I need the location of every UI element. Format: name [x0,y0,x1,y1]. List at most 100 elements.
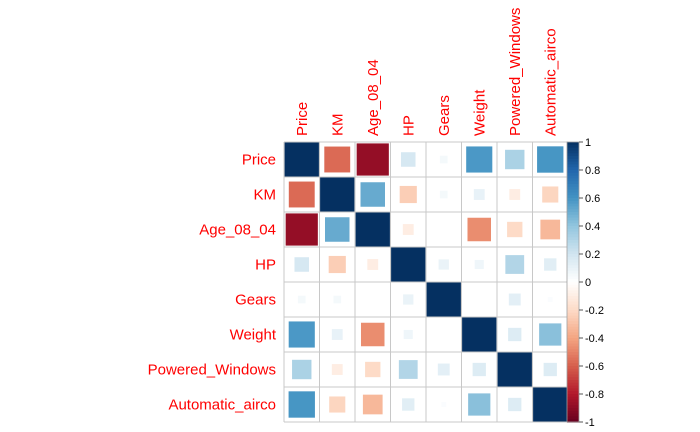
colorbar-tick-label: 0.8 [585,165,600,177]
colorbar-segment [567,357,579,361]
colorbar-segment [567,212,579,216]
cell-HP-Weight [474,259,484,270]
cell-Powered_Windows-Price [292,359,312,380]
cell-Price-HP [400,152,416,167]
cell-Gears-Automatic_airco [547,297,553,302]
cell-Powered_Windows-Weight [472,362,486,377]
colorbar-segment [567,228,579,233]
colorbar-segment [567,346,579,350]
cell-HP-Gears [438,259,449,270]
colorbar-segment [567,402,579,406]
colorbar-segment [567,186,579,191]
colorbar-segment [567,335,579,339]
cell-Gears-Powered_Windows [508,293,521,306]
cell-Price-KM [324,146,351,173]
cell-Powered_Windows-Gears [437,363,450,376]
colorbar-segment [567,251,579,255]
colorbar-segment [567,172,579,177]
colorbar-segment [567,296,579,300]
colorbar-segment [567,167,579,171]
colorbar-segment [567,366,579,370]
column-label: Powered_Windows [507,8,524,136]
colorbar-segment [567,178,579,182]
colorbar-tick-label: 0.4 [585,221,600,233]
colorbar-segment [567,161,579,165]
column-label: Weight [471,89,488,136]
cell-Price-Age_08_04 [356,143,389,176]
colorbar-segment [567,156,579,160]
colorbar-segment [567,287,579,291]
colorbar-segment [567,290,579,294]
colorbar-segment [567,380,579,384]
cell-Powered_Windows-Automatic_airco [543,362,557,377]
colorbar-segment [567,240,579,244]
colorbar-tick-label: -1 [585,417,595,429]
cell-Weight-Weight [462,317,497,352]
column-label: KM [329,114,346,137]
colorbar-segment [567,371,579,375]
cell-Weight-HP [403,329,413,340]
cell-Age_08_04-HP [402,224,414,235]
cell-HP-Price [294,257,310,272]
colorbar-segment [567,324,579,328]
cell-Powered_Windows-KM [331,364,343,375]
colorbar-segment [567,268,579,272]
colorbar-segment [567,181,579,185]
colorbar-tick-label: 0.6 [585,193,600,205]
colorbar-tick-label: -0.6 [585,361,604,373]
colorbar-tick-label: 0 [585,277,591,289]
cell-KM-KM [320,177,355,212]
row-label: Price [242,152,276,169]
colorbar-segment [567,209,579,213]
colorbar-segment [567,377,579,381]
cell-Gears-Price [297,295,306,304]
colorbar-segment [567,293,579,297]
grid-lines [283,141,569,423]
colorbar-segment [567,349,579,353]
cell-Powered_Windows-Age_08_04 [365,361,381,378]
colorbar-segment [567,340,579,345]
cell-HP-KM [328,255,346,274]
colorbar-segment [567,343,579,347]
cell-Gears-HP [403,294,414,305]
cell-Price-Weight [466,146,493,173]
cell-KM-Automatic_airco [542,186,559,203]
cell-Automatic_airco-HP [402,398,415,411]
colorbar-segment [567,391,579,395]
colorbar-segment [567,214,579,219]
row-label: Weight [230,327,277,344]
colorbar-segment [567,408,579,412]
colorbar-segment [567,352,579,356]
colorbar-segment [567,321,579,325]
colorbar-segment [567,338,579,342]
colorbar-segment [567,231,579,235]
colorbar-segment [567,394,579,398]
colorbar-segment [567,175,579,179]
colorbar-segment [567,195,579,199]
colorbar-segment [567,360,579,364]
cell-Age_08_04-Price [285,213,318,246]
colorbar-segment [567,144,579,149]
colorbar-segment [567,153,579,157]
colorbar-segment [567,354,579,359]
colorbar-segment [567,192,579,196]
colorbar-segment [567,312,579,317]
colorbar-segment [567,318,579,322]
row-label: KM [254,187,277,204]
colorbar-segment [567,206,579,210]
colorbar-segment [567,164,579,168]
colorbar-segment [567,282,579,286]
colorbar-segment [567,307,579,311]
cell-Weight-Age_08_04 [360,322,385,347]
column-label: Gears [436,95,453,136]
colorbar-segment [567,326,579,331]
cell-Gears-KM [333,295,342,304]
cell-KM-HP [399,185,417,204]
colorbar-segment [567,279,579,283]
colorbar-segment [567,396,579,401]
colorbar-segment [567,203,579,207]
colorbar-segment [567,332,579,336]
cell-Weight-Automatic_airco [539,323,562,346]
row-label: Powered_Windows [148,362,276,379]
cell-Automatic_airco-Price [288,391,315,418]
